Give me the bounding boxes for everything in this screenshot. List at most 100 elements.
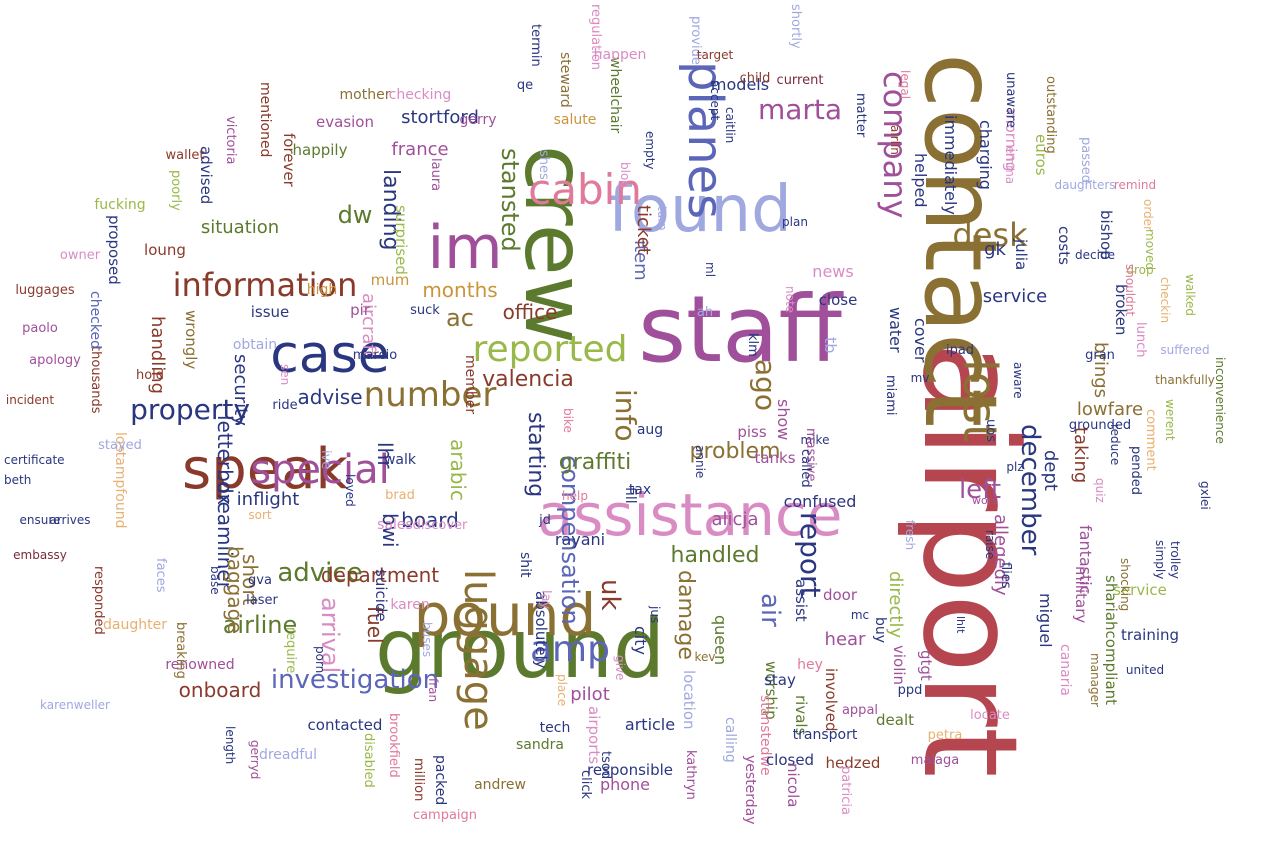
word-thankfully: thankfully — [1155, 373, 1215, 387]
word-help: help — [562, 489, 588, 503]
word-handled: handled — [670, 543, 760, 568]
word-target: target — [696, 48, 734, 62]
word-shit: shit — [517, 552, 533, 578]
word-news: news — [812, 262, 854, 281]
word-city: city — [631, 625, 650, 655]
word-door: door — [822, 585, 858, 604]
word-walked: walked — [1183, 273, 1197, 317]
word-nicola: nicola — [783, 762, 802, 808]
word-responsible: responsible — [587, 760, 673, 779]
word-emma: emma — [1003, 145, 1017, 185]
word-training: training — [1120, 625, 1180, 644]
word-evasion: evasion — [316, 112, 374, 131]
word-shocking: shocking — [1118, 558, 1132, 612]
word-aware: aware — [1011, 361, 1025, 399]
word-trolley: trolley — [1168, 541, 1182, 579]
word-matter: matter — [852, 92, 868, 138]
word-show: show — [774, 399, 793, 441]
word-passed: passed — [1077, 136, 1093, 183]
word-million: million — [410, 758, 426, 802]
word-security: security — [230, 354, 251, 426]
word-require: require — [282, 626, 298, 674]
word-incident: incident — [5, 393, 55, 407]
word-situation: situation — [200, 217, 280, 238]
word-suffered: suffered — [1160, 343, 1210, 357]
word-miami: miami — [882, 374, 898, 416]
word-fresh: fresh — [903, 519, 917, 551]
word-loved: loved — [343, 473, 357, 507]
word-click: click — [577, 770, 593, 800]
word-rayani: rayani — [554, 530, 606, 549]
word-hedzed: hedzed — [825, 753, 881, 772]
word-laser: laser — [246, 592, 278, 608]
word-service: service — [1113, 580, 1167, 599]
word-disabled: disabled — [360, 732, 376, 788]
word-directly: directly — [885, 571, 906, 639]
word-gtgt: gtgt — [916, 649, 935, 681]
word-ah: ah — [696, 304, 714, 320]
word-taking: taking — [1070, 426, 1091, 484]
word-number: number — [363, 375, 497, 415]
word-mike: mike — [800, 433, 830, 447]
word-stayed: stayed — [98, 437, 142, 453]
word-qe: qe — [516, 77, 534, 93]
word-gva: gva — [248, 572, 272, 588]
word-ride: ride — [272, 397, 298, 413]
word-paolo: paolo — [22, 320, 58, 336]
word-base: base — [208, 565, 222, 595]
word-property: property — [130, 393, 250, 426]
word-malaga: malaga — [910, 752, 960, 768]
word-walk: walk — [383, 452, 417, 468]
word-tax: tax — [628, 482, 652, 498]
word-luggage: luggage — [455, 569, 501, 731]
word-gk: gk — [984, 239, 1006, 260]
word-pended: pended — [1127, 445, 1143, 495]
word-air: air — [755, 593, 785, 627]
word-uos: uos — [982, 418, 998, 442]
word-length: length — [223, 725, 237, 765]
word-termin: termin — [527, 23, 543, 67]
word-advise: advise — [297, 385, 363, 409]
word-laura: laura — [427, 158, 443, 192]
word-julia: julia — [1011, 239, 1030, 271]
word-brookfield: brookfield — [385, 712, 401, 778]
word-jus: jus — [648, 606, 662, 624]
word-valencia: valencia — [482, 367, 574, 392]
word-letterbox: letterbox — [213, 414, 237, 506]
word-poorly: poorly — [167, 169, 183, 211]
word-special: special — [250, 447, 390, 493]
word-reported: reported — [472, 329, 628, 370]
word-office: office — [502, 300, 558, 324]
word-decide: decide — [1075, 248, 1115, 262]
word-tech: tech — [539, 720, 571, 736]
word-surprised: surprised — [391, 205, 410, 275]
word-owner: owner — [59, 247, 101, 263]
word-grounded: grounded — [1068, 417, 1132, 433]
word-note: note — [783, 286, 797, 314]
word-ac: ac — [446, 304, 474, 332]
word-problem: problem — [689, 439, 781, 464]
word-investigation: investigation — [270, 665, 440, 695]
word-checkin: checkin — [1158, 276, 1172, 324]
word-bike: bike — [561, 407, 575, 433]
word-pilot: pilot — [570, 684, 610, 705]
word-tanks: tanks — [754, 448, 796, 467]
word-gxlei: gxlei — [1198, 480, 1212, 510]
word-tb: tb — [821, 336, 840, 354]
word-information: information — [172, 266, 358, 304]
word-desk: desk — [952, 216, 1028, 254]
word-left: left — [958, 475, 1002, 505]
word-ticket: ticket — [633, 205, 654, 255]
word-discover: discover — [412, 517, 468, 533]
word-lowfare: lowfare — [1076, 399, 1144, 420]
word-amp: amp — [530, 629, 610, 670]
word-locate: locate — [970, 707, 1010, 723]
word-raise: raise — [983, 530, 997, 560]
word-buses: buses — [420, 622, 434, 658]
word-pound: pound — [413, 581, 597, 649]
word-yesterday: yesterday — [742, 755, 758, 825]
word-dealt: dealt — [876, 710, 914, 729]
word-im: im — [427, 213, 503, 283]
word-karenweller: karenweller — [40, 698, 110, 712]
